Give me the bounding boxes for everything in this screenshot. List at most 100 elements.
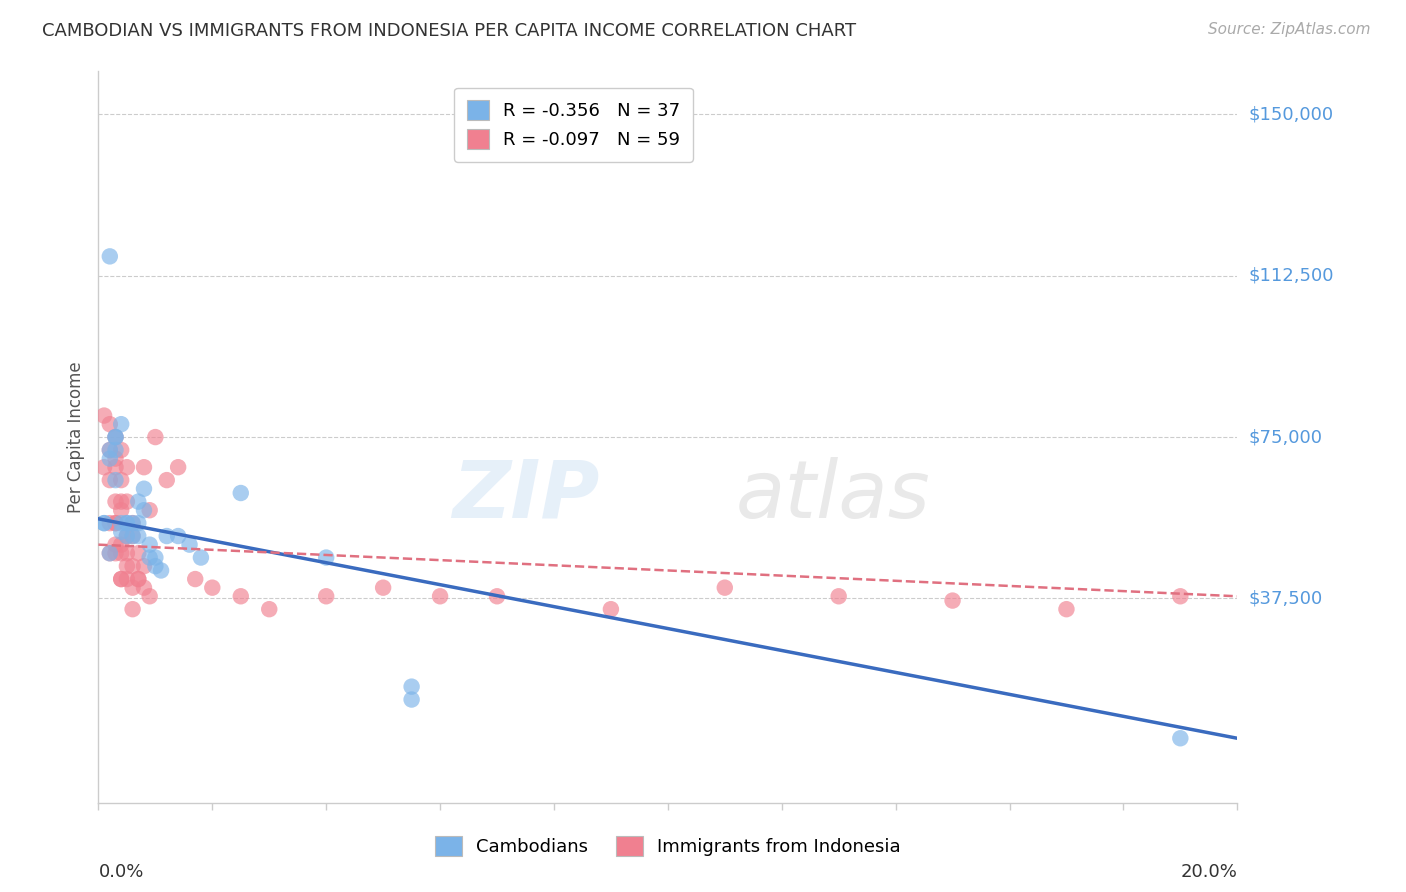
Point [110,503,132,517]
Point [110,572,132,586]
Point [1170,731,1192,746]
Point [110,516,132,530]
Point [104,442,127,457]
Point [145,559,167,574]
Point [145,430,167,444]
Text: ZIP: ZIP [453,457,599,534]
Point [104,460,127,475]
Point [184,572,207,586]
Point [942,593,965,607]
Point [127,516,149,530]
Point [104,430,127,444]
Point [121,559,143,574]
Point [115,494,138,508]
Point [138,589,160,603]
Point [190,550,212,565]
Point [121,581,143,595]
Point [150,564,173,578]
Point [104,538,127,552]
Point [167,460,190,475]
Point [115,572,138,586]
Point [115,559,138,574]
Text: 20.0%: 20.0% [1181,863,1237,881]
Point [229,486,252,500]
Point [115,516,138,530]
Point [401,680,423,694]
Point [104,516,127,530]
Point [315,589,337,603]
Point [132,503,155,517]
Point [98,417,121,432]
Point [110,442,132,457]
Point [104,516,127,530]
Point [145,550,167,565]
Text: atlas: atlas [737,457,931,534]
Point [104,546,127,560]
Point [121,529,143,543]
Point [110,572,132,586]
Point [104,473,127,487]
Point [127,546,149,560]
Point [315,550,337,565]
Point [98,442,121,457]
Point [132,581,155,595]
Point [127,572,149,586]
Point [110,417,132,432]
Point [714,581,737,595]
Point [98,516,121,530]
Point [104,494,127,508]
Point [115,529,138,543]
Point [93,460,115,475]
Text: $112,500: $112,500 [1249,267,1334,285]
Point [104,451,127,466]
Text: $150,000: $150,000 [1249,105,1333,123]
Point [98,473,121,487]
Text: $75,000: $75,000 [1249,428,1323,446]
Point [201,581,224,595]
Point [127,529,149,543]
Point [259,602,281,616]
Point [132,460,155,475]
Point [93,516,115,530]
Text: Source: ZipAtlas.com: Source: ZipAtlas.com [1208,22,1371,37]
Point [93,409,115,423]
Point [156,529,179,543]
Point [138,538,160,552]
Point [401,692,423,706]
Point [828,589,851,603]
Point [104,430,127,444]
Point [156,473,179,487]
Point [110,546,132,560]
Point [138,550,160,565]
Point [115,529,138,543]
Point [110,524,132,539]
Point [121,516,143,530]
Point [132,559,155,574]
Point [1056,602,1078,616]
Point [110,538,132,552]
Point [110,494,132,508]
Point [98,546,121,560]
Point [115,546,138,560]
Point [121,516,143,530]
Point [98,442,121,457]
Point [104,430,127,444]
Point [127,494,149,508]
Text: $37,500: $37,500 [1249,590,1323,607]
Point [98,451,121,466]
Point [98,249,121,263]
Point [121,602,143,616]
Point [110,473,132,487]
Legend: Cambodians, Immigrants from Indonesia: Cambodians, Immigrants from Indonesia [427,829,908,863]
Point [138,503,160,517]
Point [486,589,509,603]
Point [115,460,138,475]
Point [179,538,201,552]
Point [229,589,252,603]
Point [132,482,155,496]
Text: CAMBODIAN VS IMMIGRANTS FROM INDONESIA PER CAPITA INCOME CORRELATION CHART: CAMBODIAN VS IMMIGRANTS FROM INDONESIA P… [42,22,856,40]
Point [115,516,138,530]
Point [167,529,190,543]
Point [127,572,149,586]
Point [600,602,623,616]
